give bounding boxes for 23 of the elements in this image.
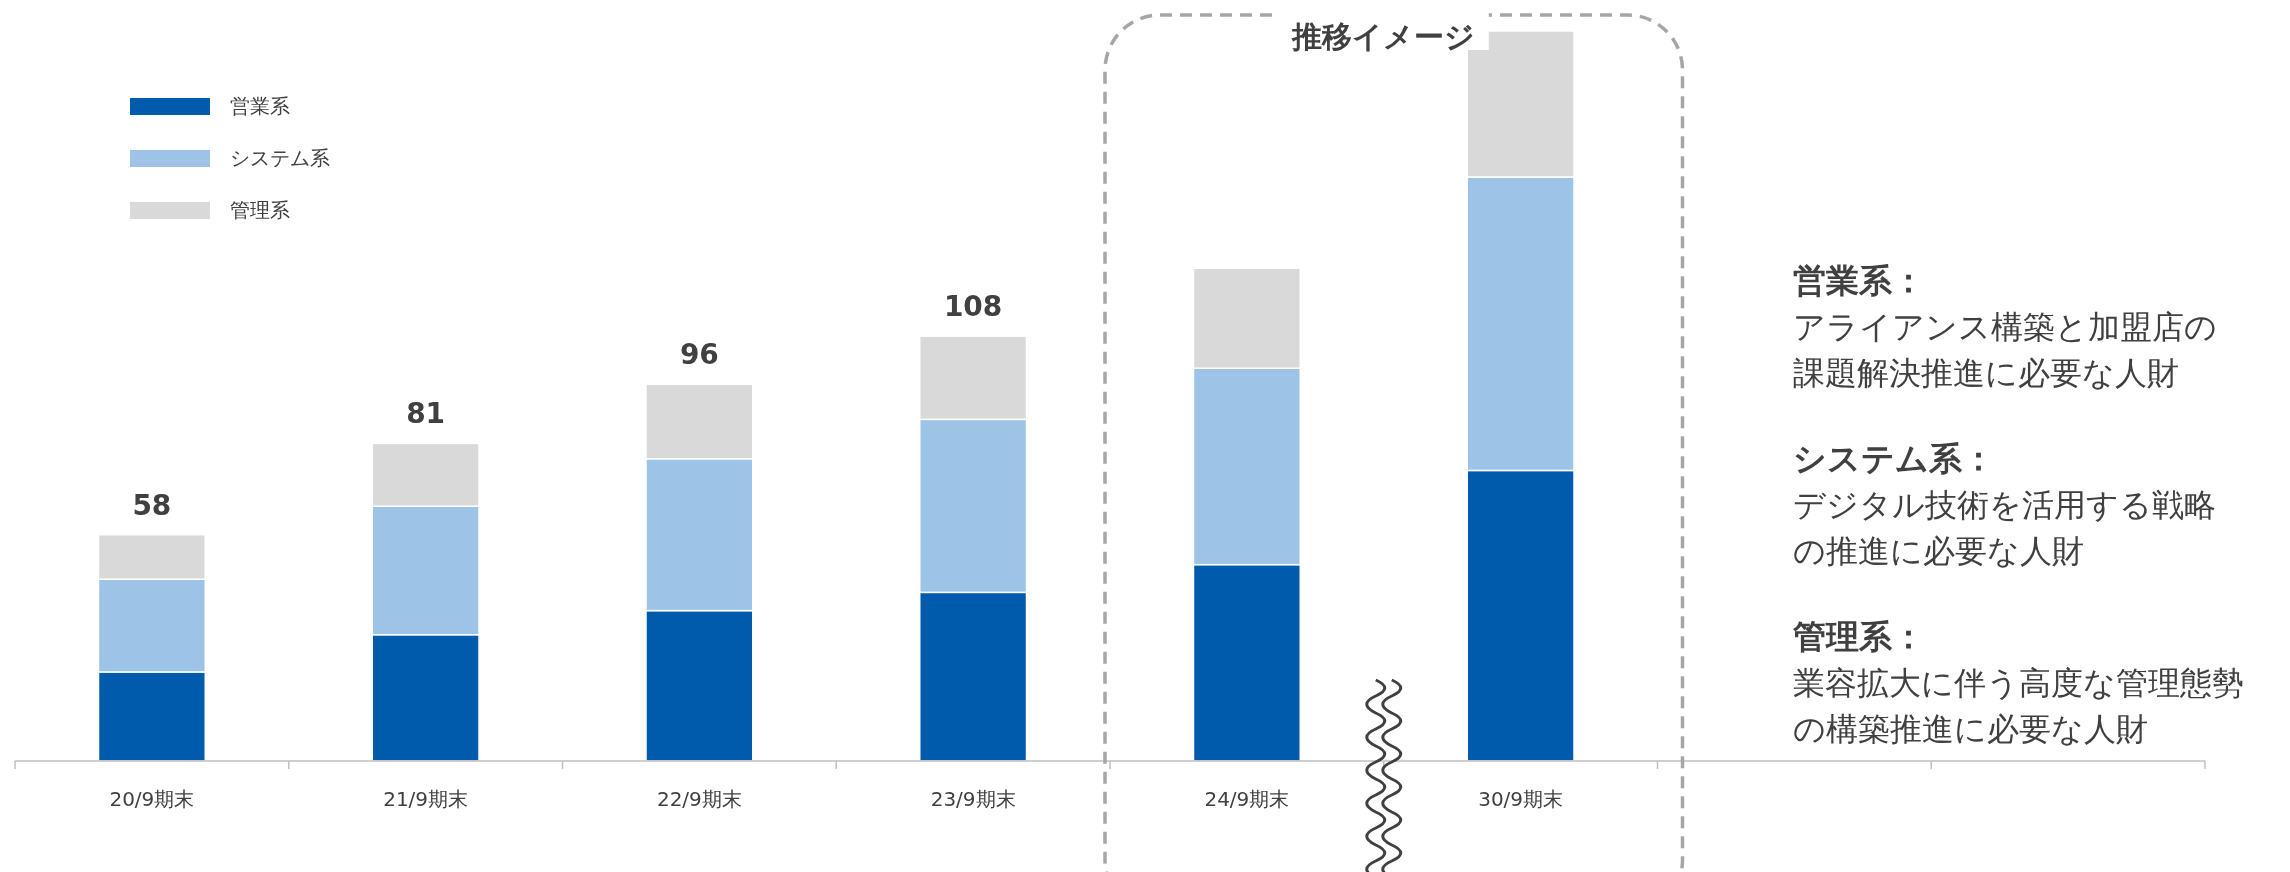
x-tick-label: 21/9期末 — [383, 787, 469, 811]
legend-label: 営業系 — [230, 94, 290, 118]
annotation: 管理系： — [1792, 617, 1925, 656]
annotation: アライアンス構築と加盟店の — [1793, 308, 2217, 346]
annotation: 96 — [679, 338, 719, 372]
annotation: の構築推進に必要な人財 — [1793, 710, 2148, 748]
legend-label: システム系 — [230, 146, 330, 170]
x-tick-label: 22/9期末 — [656, 787, 742, 811]
x-tick-label: 23/9期末 — [930, 787, 1016, 811]
annotation: 108 — [943, 290, 1003, 324]
annotation: デジタル技術を活用する戦略 — [1793, 486, 2216, 524]
annotation: 推移イメージ — [1291, 19, 1476, 54]
legend-label: 管理系 — [230, 198, 290, 222]
annotation: 営業系： — [1793, 261, 1925, 300]
x-tick-label: 30/9期末 — [1478, 787, 1564, 811]
annotation: 課題解決推進に必要な人財 — [1793, 354, 2179, 392]
annotation: システム系： — [1793, 439, 1995, 478]
annotation: の推進に必要な人財 — [1793, 532, 2084, 570]
annotation: 58 — [132, 488, 172, 522]
annotation: 業容拡大に伴う高度な管理態勢 — [1793, 664, 2244, 702]
annotation: 81 — [406, 397, 446, 431]
x-tick-label: 20/9期末 — [109, 787, 195, 811]
x-tick-label: 24/9期末 — [1204, 787, 1290, 811]
